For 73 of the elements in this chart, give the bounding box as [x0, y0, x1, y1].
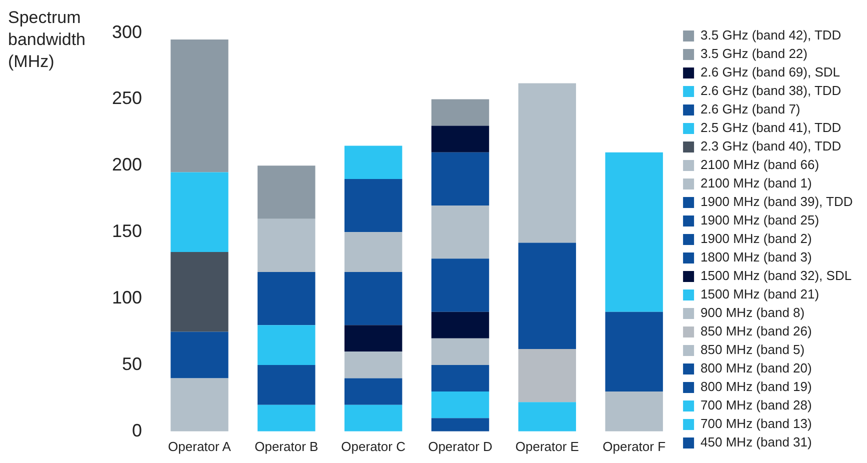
bar [258, 325, 316, 365]
y-tick-label: 150 [112, 221, 142, 242]
bar [605, 312, 663, 392]
bar [431, 152, 490, 206]
bar [170, 252, 228, 332]
y-tick-label: 100 [112, 288, 142, 308]
bar [344, 232, 402, 272]
bar [518, 83, 576, 243]
legend-label: 700 MHz (band 28) [700, 398, 812, 413]
y-tick-label: 0 [132, 420, 142, 440]
bar [431, 99, 490, 126]
bar [170, 378, 228, 432]
bar [431, 418, 490, 432]
legend-label: 2.6 GHz (band 7) [700, 102, 800, 117]
legend-label: 1500 MHz (band 32), SDL [700, 268, 852, 284]
x-tick-label: Operator B [254, 438, 318, 454]
bar [431, 258, 490, 312]
bar [170, 39, 228, 172]
legend-label: 1500 MHz (band 21) [700, 286, 820, 302]
y-tick-label: 200 [112, 154, 142, 175]
legend-label: 800 MHz (band 19) [700, 379, 812, 394]
bar [344, 325, 402, 352]
y-axis-title: Spectrum bandwidth (MHz) [8, 8, 86, 72]
bar [170, 172, 228, 252]
bar [344, 378, 402, 405]
bar [258, 404, 316, 432]
legend-label: 1900 MHz (band 25) [700, 212, 820, 228]
bar [258, 166, 316, 219]
legend-label: 1900 MHz (band 39), TDD [700, 194, 853, 210]
x-tick-label: Operator C [341, 438, 406, 454]
y-tick-label: 250 [112, 88, 142, 108]
legend-label: 850 MHz (band 26) [700, 324, 812, 339]
x-tick-label: Operator D [428, 438, 492, 454]
legend-label: 450 MHz (band 31) [700, 434, 812, 450]
y-tick-label: 50 [122, 354, 142, 374]
legend-label: 1800 MHz (band 3) [700, 250, 812, 265]
legend-label: 2.6 GHz (band 38), TDD [700, 83, 842, 98]
bar [344, 272, 402, 326]
legend-label: 800 MHz (band 20) [700, 360, 812, 376]
legend-label: 2.6 GHz (band 69), SDL [700, 64, 840, 80]
legend-label: 700 MHz (band 13) [700, 416, 812, 432]
x-tick-label: Operator E [515, 438, 580, 454]
x-tick-label: Operator A [168, 438, 232, 454]
bar [431, 312, 490, 338]
bar [431, 206, 490, 259]
bar [431, 392, 490, 418]
bar [605, 392, 663, 432]
x-tick-label: Operator F [602, 438, 666, 454]
bar [344, 352, 402, 378]
legend-label: 2.5 GHz (band 41), TDD [700, 120, 842, 136]
legend-label: 900 MHz (band 8) [700, 305, 805, 320]
bar [431, 126, 490, 152]
legend-label: 3.5 GHz (band 22) [700, 46, 808, 62]
bar [258, 218, 316, 272]
bar [431, 338, 490, 365]
bar [605, 152, 663, 312]
bar [518, 242, 576, 350]
bar [344, 404, 402, 432]
bar [518, 402, 576, 432]
bar [258, 272, 316, 326]
bar [518, 349, 576, 402]
legend-label: 1900 MHz (band 2) [700, 231, 812, 246]
bar [170, 332, 228, 378]
bar [344, 178, 402, 232]
y-tick-label: 300 [112, 22, 142, 42]
bar [431, 364, 490, 392]
bar [344, 146, 402, 179]
bar [258, 364, 316, 405]
legend-label: 2100 MHz (band 1) [700, 176, 812, 191]
legend-label: 2.3 GHz (band 40), TDD [700, 138, 842, 154]
legend-label: 2100 MHz (band 66) [700, 157, 820, 172]
legend-label: 850 MHz (band 5) [700, 342, 805, 358]
legend-label: 3.5 GHz (band 42), TDD [700, 28, 842, 43]
